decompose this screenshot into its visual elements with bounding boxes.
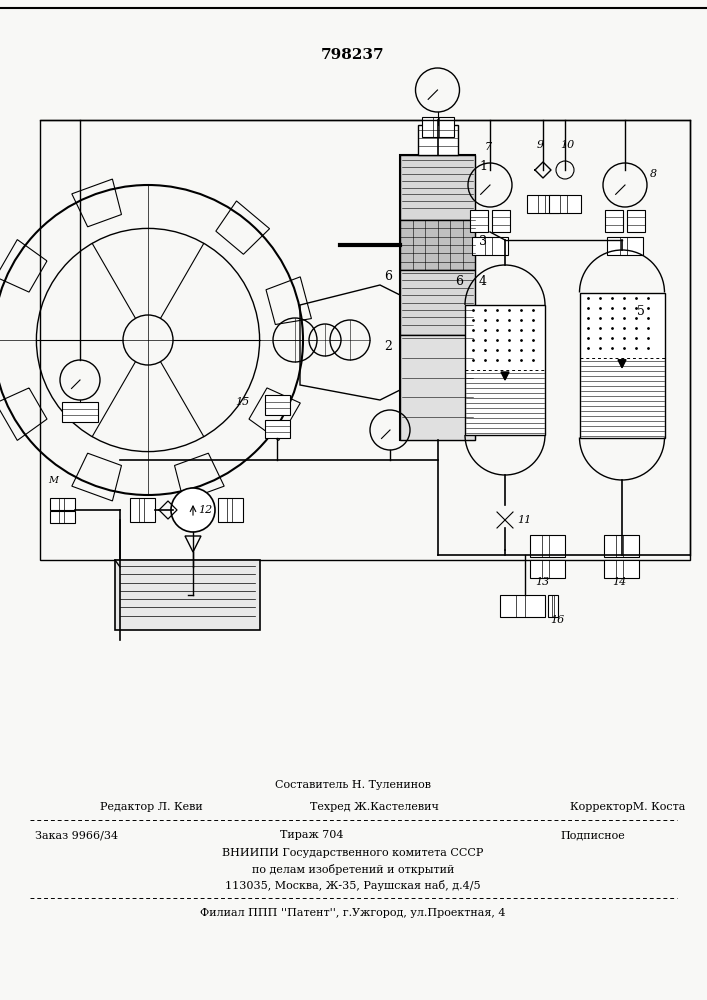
Text: 14: 14 bbox=[612, 577, 626, 587]
Text: 11: 11 bbox=[517, 515, 531, 525]
Bar bbox=[627, 210, 645, 232]
Bar bbox=[527, 195, 559, 213]
Text: Тираж 704: Тираж 704 bbox=[280, 830, 344, 840]
Text: 6: 6 bbox=[384, 270, 392, 283]
Bar bbox=[470, 210, 488, 232]
Text: 5: 5 bbox=[637, 305, 645, 318]
Text: 8: 8 bbox=[650, 169, 657, 179]
Bar bbox=[500, 595, 545, 617]
Bar bbox=[607, 237, 643, 255]
Bar bbox=[548, 595, 558, 617]
Bar bbox=[62, 402, 98, 422]
Text: 10: 10 bbox=[560, 140, 574, 150]
Bar bbox=[604, 535, 639, 557]
Bar bbox=[400, 335, 475, 440]
Bar bbox=[50, 511, 75, 523]
Text: 9: 9 bbox=[537, 140, 544, 150]
Polygon shape bbox=[618, 360, 626, 368]
Bar bbox=[265, 395, 290, 415]
Text: 13: 13 bbox=[535, 577, 549, 587]
Text: Заказ 9966/34: Заказ 9966/34 bbox=[35, 830, 118, 840]
Text: Подписное: Подписное bbox=[560, 830, 625, 840]
Bar bbox=[400, 270, 475, 335]
Text: ВНИИПИ Государственного комитета СССР: ВНИИПИ Государственного комитета СССР bbox=[222, 848, 484, 858]
Polygon shape bbox=[501, 372, 509, 380]
Bar bbox=[115, 560, 260, 630]
Text: Филиал ППП ''Патент'', г.Ужгород, ул.Проектная, 4: Филиал ППП ''Патент'', г.Ужгород, ул.Про… bbox=[200, 908, 506, 918]
Text: Редактор Л. Кеви: Редактор Л. Кеви bbox=[100, 802, 203, 812]
Text: 4: 4 bbox=[479, 275, 487, 288]
Bar bbox=[492, 210, 510, 232]
Bar bbox=[40, 120, 690, 560]
Bar bbox=[400, 155, 475, 440]
Bar bbox=[130, 498, 155, 522]
Text: M: M bbox=[48, 476, 58, 485]
Text: 15: 15 bbox=[235, 397, 250, 407]
Text: 7: 7 bbox=[485, 142, 492, 152]
Bar bbox=[218, 498, 243, 522]
Bar bbox=[472, 237, 508, 255]
Bar bbox=[580, 292, 665, 438]
Bar bbox=[549, 195, 581, 213]
Text: 6: 6 bbox=[455, 275, 463, 288]
Text: 113035, Москва, Ж-35, Раушская наб, д.4/5: 113035, Москва, Ж-35, Раушская наб, д.4/… bbox=[226, 880, 481, 891]
Text: 2: 2 bbox=[384, 340, 392, 353]
Text: по делам изобретений и открытий: по делам изобретений и открытий bbox=[252, 864, 454, 875]
Circle shape bbox=[171, 488, 215, 532]
Bar bbox=[465, 305, 545, 435]
Bar bbox=[400, 220, 475, 270]
Text: 798237: 798237 bbox=[321, 48, 385, 62]
Bar bbox=[530, 560, 565, 578]
Text: КорректорМ. Коста: КорректорМ. Коста bbox=[570, 802, 685, 812]
Bar bbox=[604, 560, 639, 578]
Bar bbox=[605, 210, 623, 232]
Bar bbox=[530, 535, 565, 557]
Bar bbox=[265, 420, 290, 438]
Text: 1: 1 bbox=[479, 160, 487, 173]
Bar bbox=[421, 117, 453, 137]
Text: 16: 16 bbox=[550, 615, 564, 625]
Text: Техред Ж.Кастелевич: Техред Ж.Кастелевич bbox=[310, 802, 439, 812]
Bar bbox=[418, 125, 457, 155]
Text: Составитель Н. Туленинов: Составитель Н. Туленинов bbox=[275, 780, 431, 790]
Text: 12: 12 bbox=[198, 505, 212, 515]
Bar bbox=[400, 155, 475, 220]
Text: 3: 3 bbox=[479, 235, 487, 248]
Bar bbox=[50, 498, 75, 510]
